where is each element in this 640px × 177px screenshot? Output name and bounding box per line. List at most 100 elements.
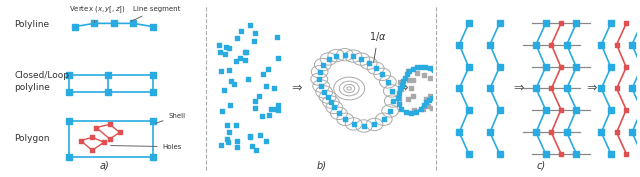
Point bbox=[621, 108, 631, 111]
Point bbox=[398, 80, 408, 83]
Point bbox=[396, 108, 406, 110]
Point bbox=[540, 108, 550, 111]
Point bbox=[314, 70, 324, 73]
Text: Shell: Shell bbox=[156, 113, 186, 123]
Point bbox=[253, 95, 264, 98]
Point bbox=[401, 111, 411, 114]
Point bbox=[359, 125, 369, 127]
Point bbox=[485, 131, 495, 134]
Point bbox=[546, 87, 556, 90]
Point bbox=[621, 152, 631, 155]
Point bbox=[571, 22, 581, 25]
Point bbox=[433, 92, 444, 94]
Point bbox=[271, 108, 282, 110]
Point bbox=[636, 152, 640, 155]
Point bbox=[244, 134, 255, 137]
Point bbox=[371, 67, 381, 70]
Text: Closed/Loop
polyline: Closed/Loop polyline bbox=[14, 71, 69, 92]
Point bbox=[394, 103, 404, 105]
Point bbox=[264, 113, 275, 116]
Point bbox=[531, 131, 541, 134]
Point bbox=[425, 95, 435, 98]
Point bbox=[115, 131, 125, 134]
Text: Line segment: Line segment bbox=[131, 6, 180, 21]
Point bbox=[418, 108, 428, 111]
Point bbox=[269, 86, 279, 89]
Point bbox=[369, 123, 380, 126]
Point bbox=[240, 58, 250, 61]
Point bbox=[416, 65, 426, 68]
Point bbox=[636, 108, 640, 111]
Point bbox=[562, 131, 572, 134]
Point bbox=[224, 68, 234, 71]
Point bbox=[215, 51, 225, 54]
Text: b): b) bbox=[317, 160, 326, 170]
Point bbox=[148, 155, 158, 158]
Point bbox=[605, 22, 616, 25]
Point bbox=[406, 87, 416, 90]
Point bbox=[76, 139, 86, 142]
Point bbox=[403, 69, 413, 72]
Point bbox=[562, 87, 572, 90]
Point bbox=[250, 32, 260, 35]
Point bbox=[394, 96, 404, 99]
Point bbox=[148, 120, 158, 122]
Point bbox=[232, 36, 242, 39]
Point bbox=[596, 131, 607, 134]
Point bbox=[395, 81, 405, 83]
Point bbox=[420, 98, 431, 101]
Point bbox=[348, 55, 358, 58]
Point bbox=[412, 110, 422, 113]
Point bbox=[556, 108, 566, 111]
Point bbox=[454, 43, 464, 46]
Point bbox=[87, 149, 97, 152]
Point bbox=[406, 112, 417, 115]
Point bbox=[379, 118, 389, 121]
Point bbox=[415, 107, 426, 110]
Point bbox=[605, 108, 616, 111]
Point bbox=[317, 63, 328, 66]
Point bbox=[433, 72, 443, 75]
Point bbox=[546, 43, 556, 46]
Point bbox=[231, 59, 241, 62]
Point bbox=[219, 89, 229, 92]
Point bbox=[214, 44, 224, 47]
Text: c): c) bbox=[536, 160, 545, 170]
Point bbox=[433, 82, 443, 84]
Text: Vertex $(x, y[, z])$: Vertex $(x, y[, z])$ bbox=[69, 4, 125, 22]
Point bbox=[148, 25, 158, 28]
Point bbox=[228, 82, 239, 85]
Point bbox=[236, 56, 246, 59]
Point bbox=[395, 87, 405, 90]
Point bbox=[394, 92, 404, 95]
Point bbox=[128, 22, 138, 25]
Point bbox=[419, 104, 429, 107]
Point bbox=[404, 70, 415, 73]
Point bbox=[385, 110, 396, 112]
Point bbox=[540, 22, 550, 25]
Text: ⇒: ⇒ bbox=[586, 82, 597, 95]
Point bbox=[396, 88, 406, 91]
Point bbox=[64, 120, 74, 122]
Point bbox=[436, 77, 446, 79]
Point bbox=[377, 73, 387, 76]
Point bbox=[271, 35, 282, 38]
Text: Holes: Holes bbox=[111, 144, 182, 150]
Point bbox=[241, 51, 251, 54]
Text: ⇒: ⇒ bbox=[397, 82, 408, 95]
Point bbox=[226, 80, 236, 83]
Point bbox=[494, 108, 504, 111]
Point bbox=[485, 87, 495, 90]
Point bbox=[426, 97, 436, 100]
Point bbox=[258, 73, 268, 76]
Point bbox=[221, 45, 232, 48]
Point bbox=[232, 139, 242, 142]
Point bbox=[323, 58, 333, 60]
Point bbox=[216, 70, 226, 73]
Point bbox=[596, 43, 607, 46]
Point bbox=[422, 105, 433, 108]
Point bbox=[421, 101, 431, 104]
Point bbox=[250, 39, 260, 42]
Point bbox=[428, 68, 438, 71]
Point bbox=[326, 101, 336, 103]
